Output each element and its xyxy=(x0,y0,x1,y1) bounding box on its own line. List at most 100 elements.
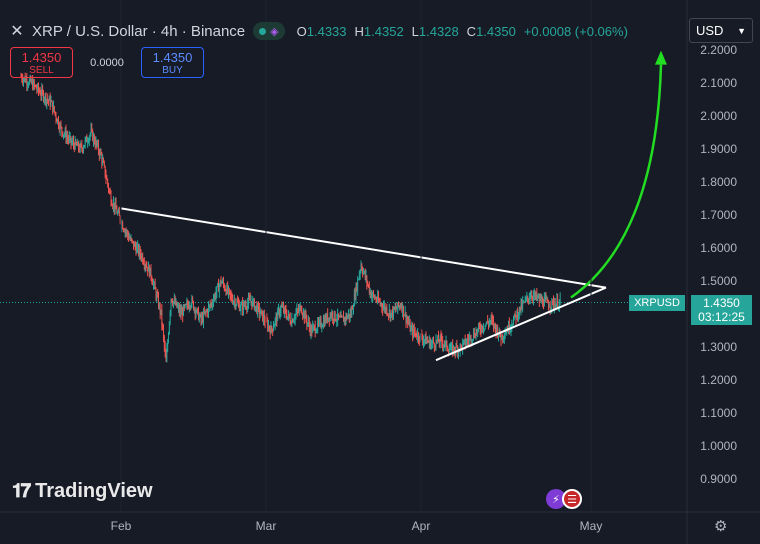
candle-body xyxy=(198,309,199,320)
gear-icon[interactable]: ⚙ xyxy=(714,518,728,535)
candle-body xyxy=(314,325,316,333)
candle-body xyxy=(308,322,309,323)
candle-body xyxy=(238,303,240,311)
candle-body xyxy=(266,318,268,322)
candle-body xyxy=(346,315,348,319)
candle-body xyxy=(542,298,544,305)
candle-body xyxy=(176,301,178,308)
candle-body xyxy=(550,307,552,309)
candle-body xyxy=(155,289,157,298)
candle-body xyxy=(428,341,429,343)
candle-body xyxy=(43,99,45,101)
candle-body xyxy=(334,311,336,320)
candle-body xyxy=(443,344,444,346)
candle-body xyxy=(248,298,250,299)
candle-body xyxy=(361,265,363,270)
candle-body xyxy=(316,329,318,332)
candle-body xyxy=(84,139,86,146)
candle-body xyxy=(244,305,246,307)
candle-body xyxy=(556,299,558,305)
candle-body xyxy=(35,85,37,89)
candle-body xyxy=(323,320,325,326)
candle-body xyxy=(46,99,48,103)
candle-body xyxy=(364,271,366,278)
candle-body xyxy=(64,130,66,135)
candle-body xyxy=(229,290,231,295)
price-tick-label: 2.2000 xyxy=(700,43,737,57)
candle-body xyxy=(278,309,279,311)
candle-body xyxy=(412,327,414,336)
candle-body xyxy=(78,142,79,149)
candle-body xyxy=(496,327,498,334)
candle-body xyxy=(493,320,494,327)
candle-body xyxy=(71,142,73,144)
candle-body xyxy=(206,310,208,312)
candle-body xyxy=(451,345,453,347)
candle-body xyxy=(473,332,474,340)
event-badges[interactable]: ⚡ ☰ xyxy=(546,489,582,509)
candle-body xyxy=(459,344,461,351)
price-axis[interactable]: 2.2000 2.1000 2.0000 1.9000 1.8000 1.7000 1.60… xyxy=(700,43,737,486)
candle-body xyxy=(317,321,319,330)
candle-body xyxy=(368,284,369,286)
ohlc-change: +0.0008 (+0.06%) xyxy=(523,23,628,39)
candle-body xyxy=(148,265,149,272)
candle-body xyxy=(90,128,92,134)
candle-body xyxy=(413,328,415,333)
candle-body xyxy=(89,133,91,137)
candle-body xyxy=(255,305,257,307)
lightning-icon[interactable]: ⚡ xyxy=(546,489,566,509)
candle-body xyxy=(105,176,107,179)
tradingview-logo[interactable]: 𝟏𝟕 TradingView xyxy=(12,480,153,503)
candle-body xyxy=(490,317,492,321)
price-tick-label: 1.9000 xyxy=(700,142,737,156)
candle-body xyxy=(530,295,532,299)
candle-body xyxy=(164,346,166,353)
buy-button[interactable]: 1.4350 BUY xyxy=(141,47,204,78)
candle-body xyxy=(378,300,380,302)
candle-body xyxy=(129,238,131,240)
candle-body xyxy=(340,315,342,318)
currency-select[interactable]: USD ▼ xyxy=(689,18,753,43)
candle-body xyxy=(253,299,254,301)
candle-body xyxy=(353,306,354,310)
candle-body xyxy=(498,335,499,337)
symbol-title[interactable]: XRP / U.S. Dollar · 4h · Binance xyxy=(32,22,246,40)
candle-body xyxy=(106,178,108,180)
candle-body xyxy=(405,312,407,322)
candle-body xyxy=(58,119,59,127)
candle-body xyxy=(268,325,270,330)
candle-body xyxy=(38,85,39,91)
candle-body xyxy=(380,303,382,305)
market-open-icon xyxy=(259,27,267,35)
time-tick-label: May xyxy=(580,519,603,533)
close-icon[interactable]: ✕ xyxy=(10,23,24,40)
candle-body xyxy=(262,311,264,321)
candle-body xyxy=(517,311,519,318)
spread-value: 0.0000 xyxy=(90,56,124,69)
us-flag-icon[interactable]: ☰ xyxy=(562,489,582,509)
price-tick-label: 2.0000 xyxy=(700,109,737,123)
candle-body xyxy=(532,297,534,299)
candle-body xyxy=(463,339,465,341)
sell-button[interactable]: 1.4350 SELL xyxy=(10,47,73,78)
candle-body xyxy=(446,341,448,349)
candle-body xyxy=(242,303,244,311)
candle-body xyxy=(407,319,409,322)
candle-body xyxy=(132,240,134,242)
candle-body xyxy=(484,324,486,329)
candle-body xyxy=(219,280,221,286)
candle-body xyxy=(178,307,179,308)
candle-body xyxy=(344,317,346,321)
candle-body xyxy=(73,144,75,150)
market-status-pill[interactable]: ◈ xyxy=(253,22,285,40)
candle-body xyxy=(308,322,310,327)
time-axis[interactable]: Feb Mar Apr May xyxy=(111,0,603,533)
candle-body xyxy=(98,143,99,152)
candle-body xyxy=(83,145,85,148)
time-tick-label: Feb xyxy=(111,519,132,533)
candle-body xyxy=(382,307,384,310)
candle-body xyxy=(444,341,446,345)
candle-body xyxy=(157,294,159,297)
